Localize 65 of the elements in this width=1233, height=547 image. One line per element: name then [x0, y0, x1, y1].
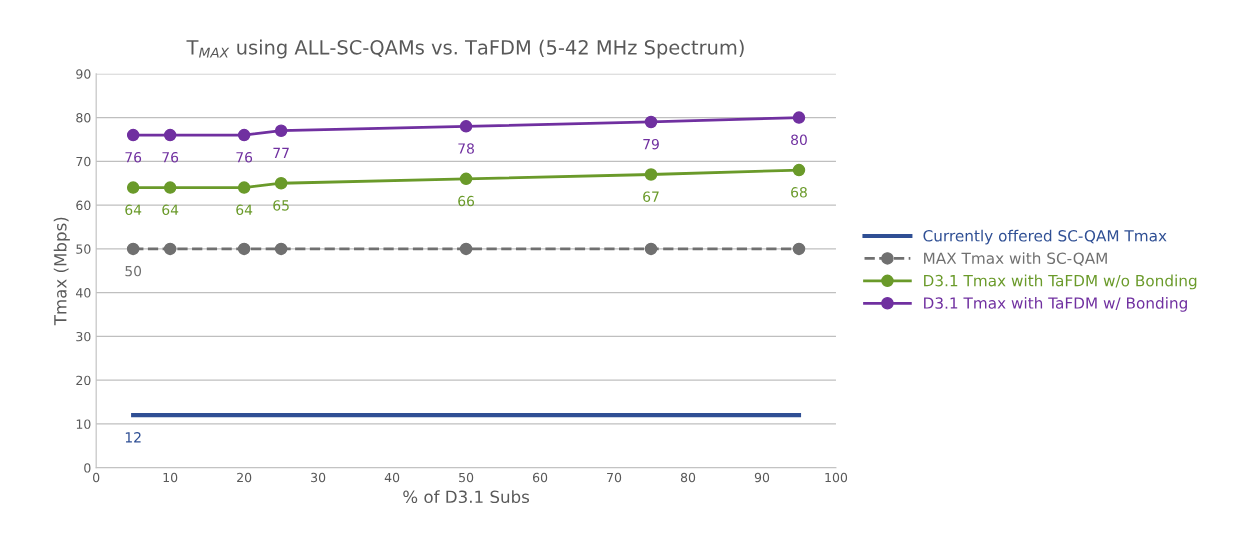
data-label: 76	[125, 152, 142, 163]
point	[644, 242, 658, 256]
x-tick-label: 0	[93, 472, 100, 483]
x-tick-label: 60	[532, 472, 548, 483]
point	[163, 181, 177, 194]
y-tick-label: 50	[76, 244, 91, 254]
data-label: 67	[643, 191, 659, 202]
y-tick-label: 70	[76, 156, 91, 167]
point	[792, 111, 806, 124]
legend-label: D3.1 Tmax with TaFDM w/o Bonding	[924, 274, 1197, 290]
legend-label: MAX Tmax with SC-QAM	[924, 252, 1107, 266]
legend-label: D3.1 Tmax with TaFDM w/ Bonding	[924, 297, 1187, 312]
y-tick-label: 0	[84, 463, 91, 473]
data-label: 66	[458, 195, 475, 207]
y-tick-label: 10	[76, 419, 91, 429]
x-tick-label: 30	[311, 472, 326, 483]
point	[237, 242, 251, 256]
x-tick-label: 100	[825, 472, 848, 483]
data-label: 79	[643, 138, 659, 150]
x-tick-label: 70	[607, 472, 622, 483]
point	[459, 120, 473, 133]
point	[792, 242, 806, 256]
point	[274, 242, 288, 256]
data-label: 78	[458, 143, 474, 154]
point	[644, 168, 658, 181]
x-tick-label: 50	[459, 472, 474, 483]
point	[644, 115, 658, 129]
data-label: 50	[125, 265, 142, 277]
x-tick-label: 90	[754, 472, 770, 483]
y-axis-title: Tmax (Mbps)	[53, 217, 70, 326]
data-label: 68	[791, 187, 807, 198]
y-tick-label: 40	[76, 288, 91, 298]
y-tick-label: 60	[76, 200, 91, 211]
y-tick-label: 90	[76, 69, 91, 79]
point	[163, 128, 177, 142]
point	[237, 181, 251, 194]
point	[274, 124, 288, 137]
y-tick-label: 30	[76, 331, 91, 342]
point	[792, 163, 806, 177]
legend-label: Currently offered SC-QAM Tmax	[923, 229, 1167, 245]
point	[126, 242, 140, 256]
point	[459, 242, 473, 256]
point	[163, 242, 177, 256]
data-label: 80	[791, 134, 807, 146]
chart-title: T$_{MAX}$ using ALL-SC-QAMs vs. TaFDM (5-42 MHz Spectrum)	[186, 39, 744, 59]
data-label: 64	[236, 204, 253, 216]
data-label: 76	[236, 152, 253, 163]
point	[459, 172, 473, 186]
data-label: 77	[273, 147, 289, 158]
data-label: 76	[162, 152, 179, 163]
point	[237, 128, 251, 142]
x-tick-label: 80	[680, 472, 696, 483]
data-label: 12	[125, 432, 141, 443]
point	[126, 128, 140, 142]
x-tick-label: 20	[237, 472, 252, 483]
x-tick-label: 40	[384, 472, 400, 483]
point	[126, 181, 140, 194]
y-tick-label: 80	[76, 113, 91, 123]
point	[274, 176, 288, 190]
x-tick-label: 10	[163, 472, 178, 483]
data-label: 64	[125, 204, 142, 216]
y-tick-label: 20	[76, 375, 91, 386]
data-label: 65	[273, 200, 289, 211]
x-axis-title: % of D3.1 Subs	[403, 490, 530, 504]
data-label: 64	[162, 204, 179, 216]
